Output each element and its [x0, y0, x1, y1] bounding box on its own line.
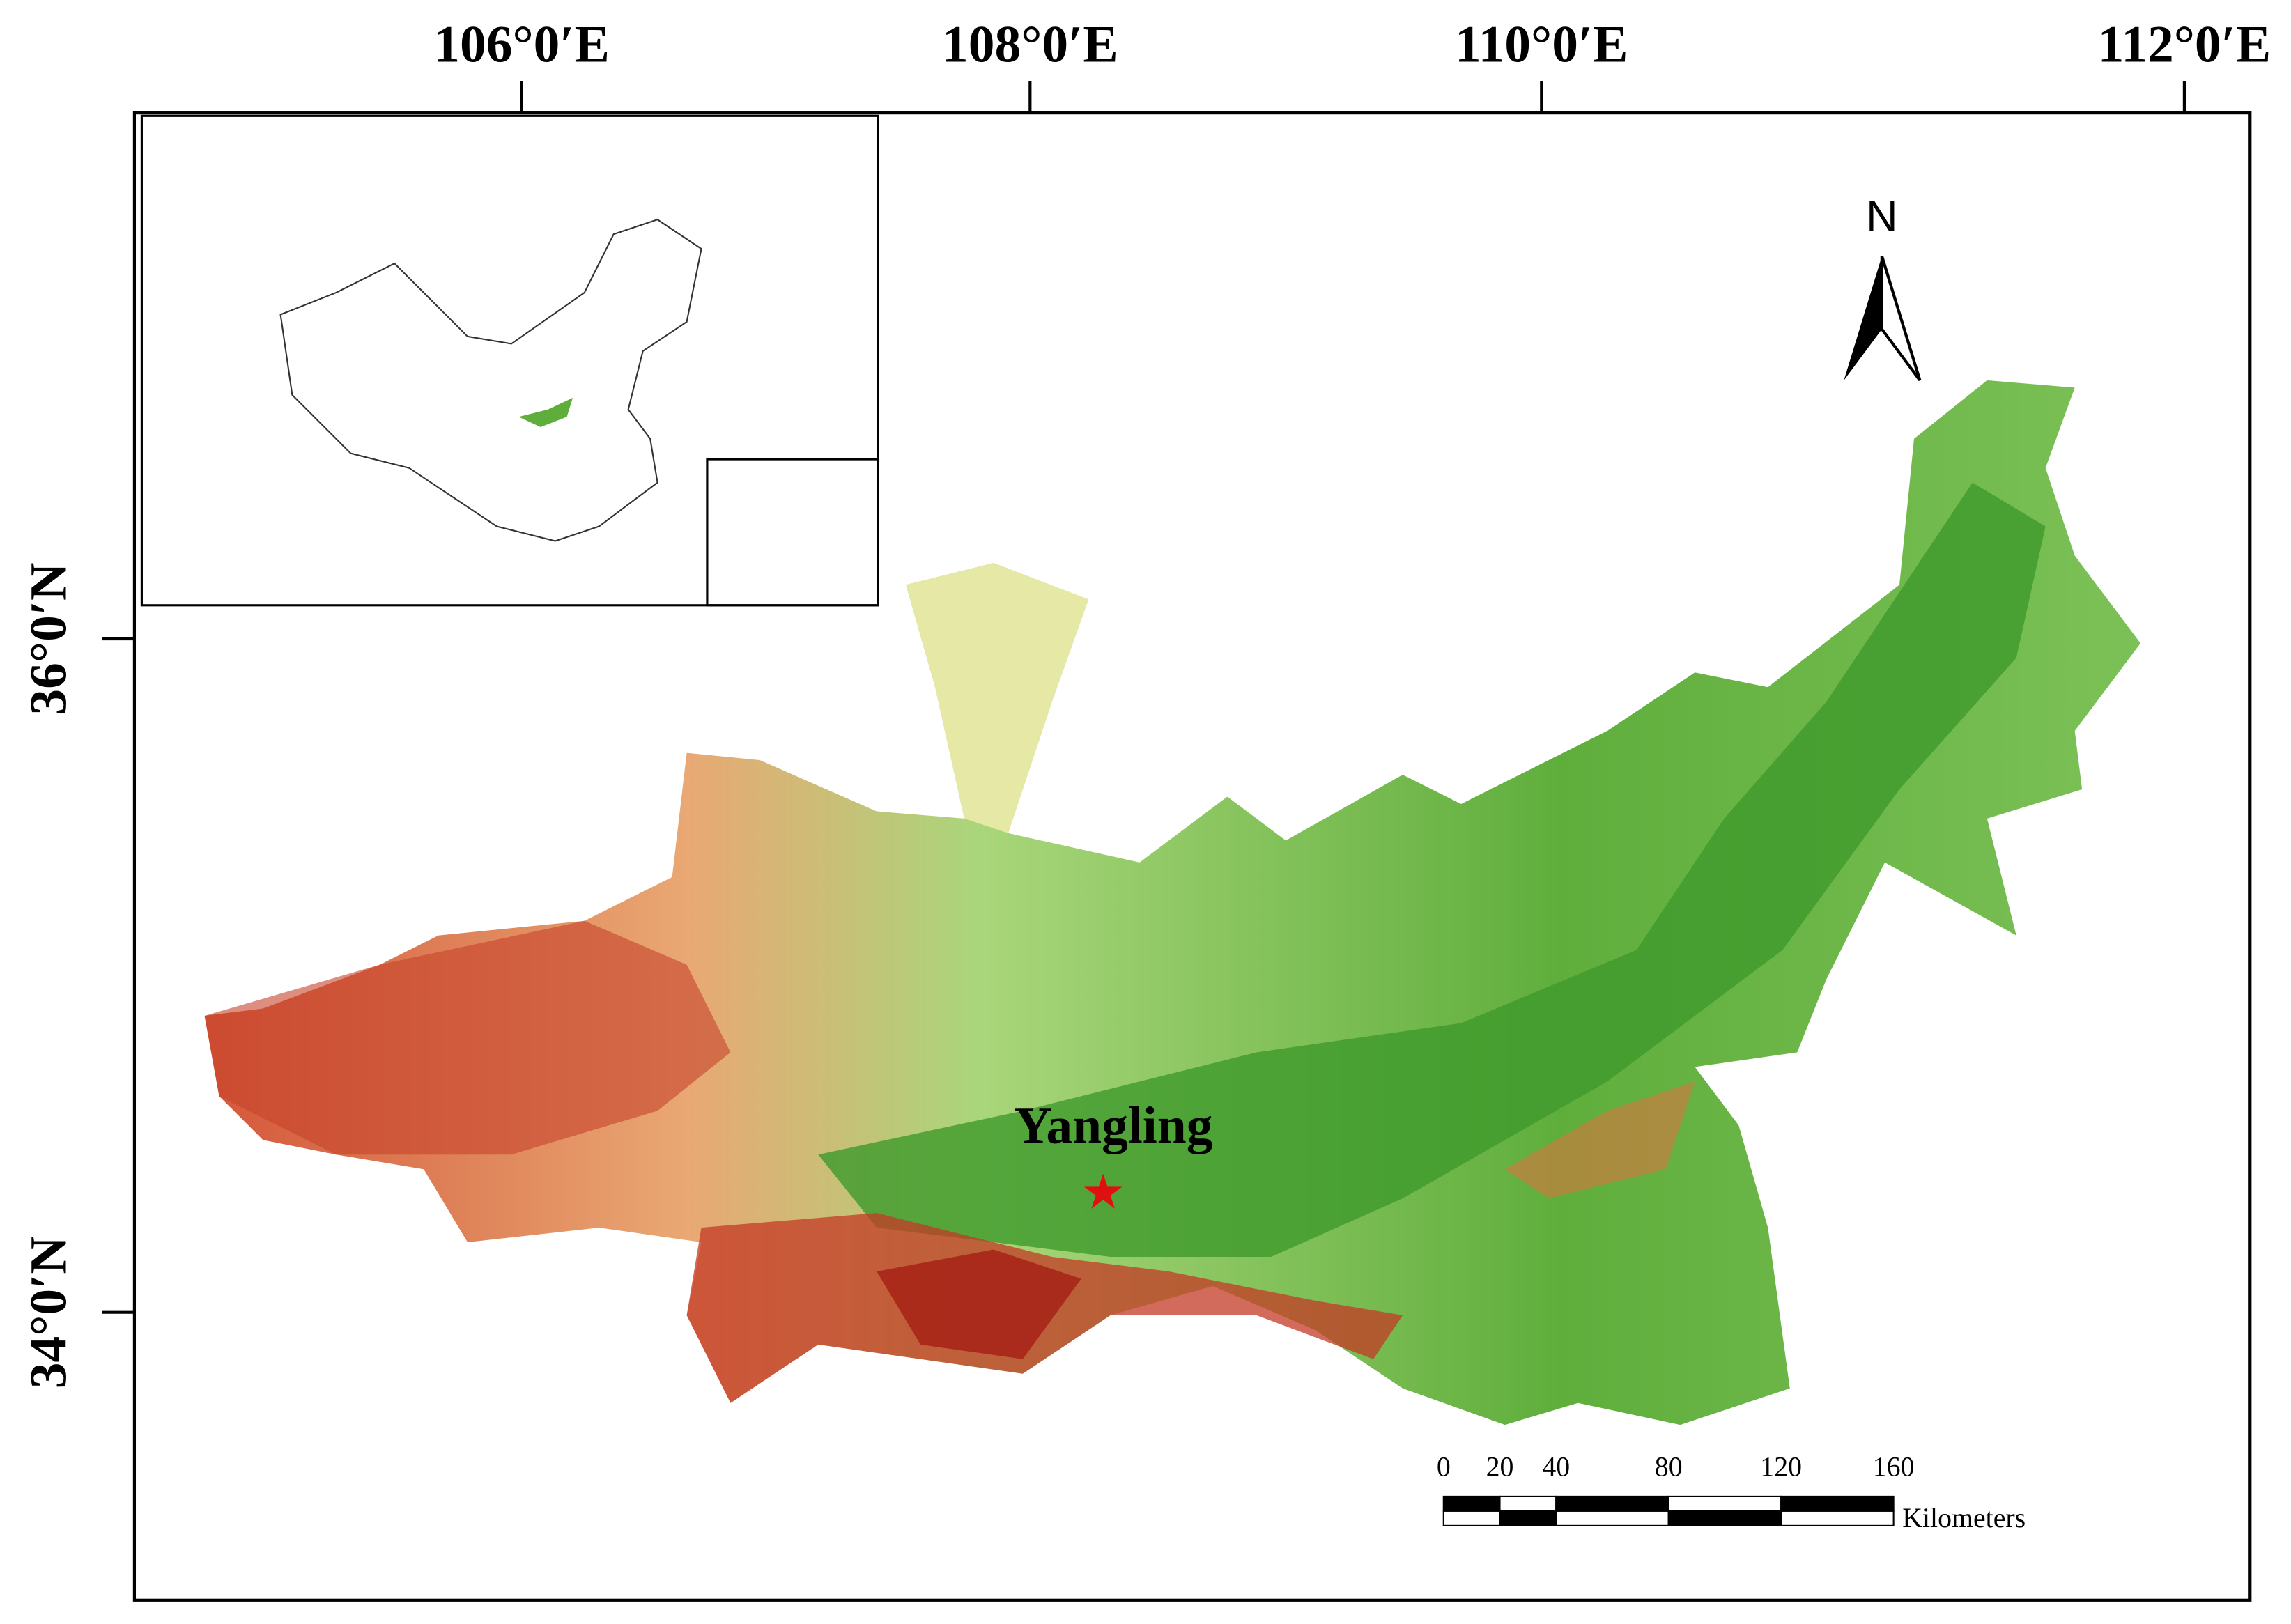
inset: [140, 114, 879, 607]
scale-tick-label: 40: [1542, 1451, 1570, 1483]
scale-tick-label: 80: [1655, 1451, 1683, 1483]
scale-segment: [1667, 1510, 1782, 1526]
scale-segment: [1780, 1510, 1895, 1526]
scale-segment: [1442, 1510, 1501, 1526]
scale-segment: [1780, 1495, 1895, 1512]
north-label: N: [1866, 192, 1897, 241]
scale-segment: [1499, 1495, 1557, 1512]
scale-tick-label: 120: [1760, 1451, 1802, 1483]
longitude-label: 112°0′E: [2098, 16, 2271, 74]
latitude-label: 34°0′N: [20, 1236, 77, 1389]
scale-segment: [1667, 1495, 1782, 1512]
map-frame: [132, 111, 2252, 1602]
scale-tick-label: 160: [1873, 1451, 1915, 1483]
longitude-label: 110°0′E: [1455, 16, 1628, 74]
scale-segment: [1555, 1510, 1669, 1526]
scale-tick-label: 20: [1486, 1451, 1514, 1483]
site-label: Yangling: [1014, 1097, 1212, 1154]
site-star: [1083, 1173, 1123, 1209]
longitude-label: 108°0′E: [942, 16, 1118, 74]
scale-unit: Kilometers: [1902, 1502, 2026, 1533]
terrain: [204, 380, 2141, 1425]
scale-segment: [1499, 1510, 1557, 1526]
longitude-label: 106°0′E: [433, 16, 610, 74]
latitude-label: 36°0′N: [20, 562, 77, 715]
scale-tick-label: 0: [1437, 1451, 1451, 1483]
scale-segment: [1555, 1495, 1669, 1512]
north-arrow: [1844, 256, 1922, 382]
scale-segment: [1442, 1495, 1501, 1512]
